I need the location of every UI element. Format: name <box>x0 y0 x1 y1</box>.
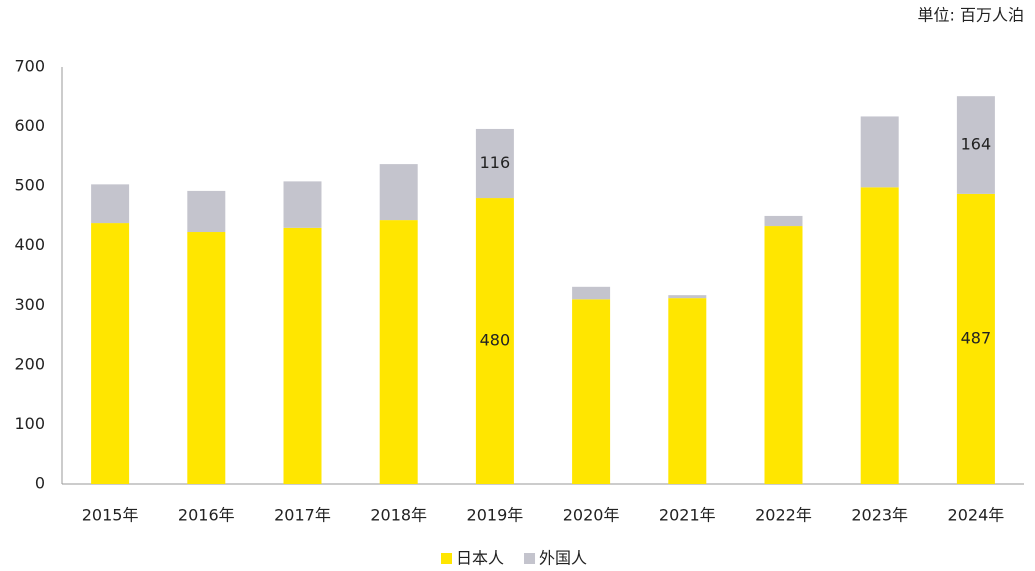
bar-segment <box>379 220 418 484</box>
y-tick-label: 100 <box>14 414 45 433</box>
bar-segment <box>860 187 899 484</box>
x-tick-label: 2018年 <box>370 506 427 525</box>
y-tick-label: 500 <box>14 176 45 195</box>
bar-segment <box>91 223 130 484</box>
bar-segment <box>475 198 514 485</box>
bar-segment <box>283 181 322 228</box>
x-tick-label: 2020年 <box>563 506 620 525</box>
x-tick-label: 2022年 <box>755 506 812 525</box>
legend-label: 日本人 <box>456 549 504 568</box>
x-tick-label: 2019年 <box>467 506 524 525</box>
y-tick-label: 0 <box>35 474 45 493</box>
y-tick-label: 400 <box>14 235 45 254</box>
bar-segment <box>187 232 226 484</box>
bar-segment <box>91 184 130 224</box>
bar-segment <box>572 286 611 300</box>
x-tick-label: 2023年 <box>851 506 908 525</box>
data-label: 487 <box>961 328 992 347</box>
bar-segment <box>764 215 803 227</box>
bar-segment <box>860 116 899 188</box>
x-tick-label: 2016年 <box>178 506 235 525</box>
x-tick-label: 2024年 <box>948 506 1005 525</box>
bar-segment <box>187 190 226 233</box>
bar-segment <box>572 299 611 484</box>
x-tick-label: 2021年 <box>659 506 716 525</box>
bar-segment <box>283 227 322 485</box>
y-tick-label: 600 <box>14 116 45 135</box>
data-label: 164 <box>961 135 992 154</box>
data-label: 480 <box>480 331 511 350</box>
x-tick-label: 2015年 <box>82 506 139 525</box>
data-label: 116 <box>480 153 511 172</box>
x-tick-label: 2017年 <box>274 506 331 525</box>
bar-segment <box>379 164 418 221</box>
y-tick-label: 700 <box>14 57 45 76</box>
y-tick-label: 200 <box>14 354 45 373</box>
bar-segment <box>764 226 803 484</box>
legend-swatch <box>441 553 452 564</box>
bar-segment <box>668 295 707 299</box>
y-tick-label: 300 <box>14 295 45 314</box>
legend-label: 外国人 <box>539 549 587 568</box>
legend-swatch <box>524 553 536 564</box>
bar-segment <box>956 96 995 194</box>
bar-segment <box>956 193 995 484</box>
bar-segment <box>668 298 707 484</box>
bar-segment <box>475 128 514 199</box>
unit-note: 単位: 百万人泊 <box>918 6 1024 25</box>
